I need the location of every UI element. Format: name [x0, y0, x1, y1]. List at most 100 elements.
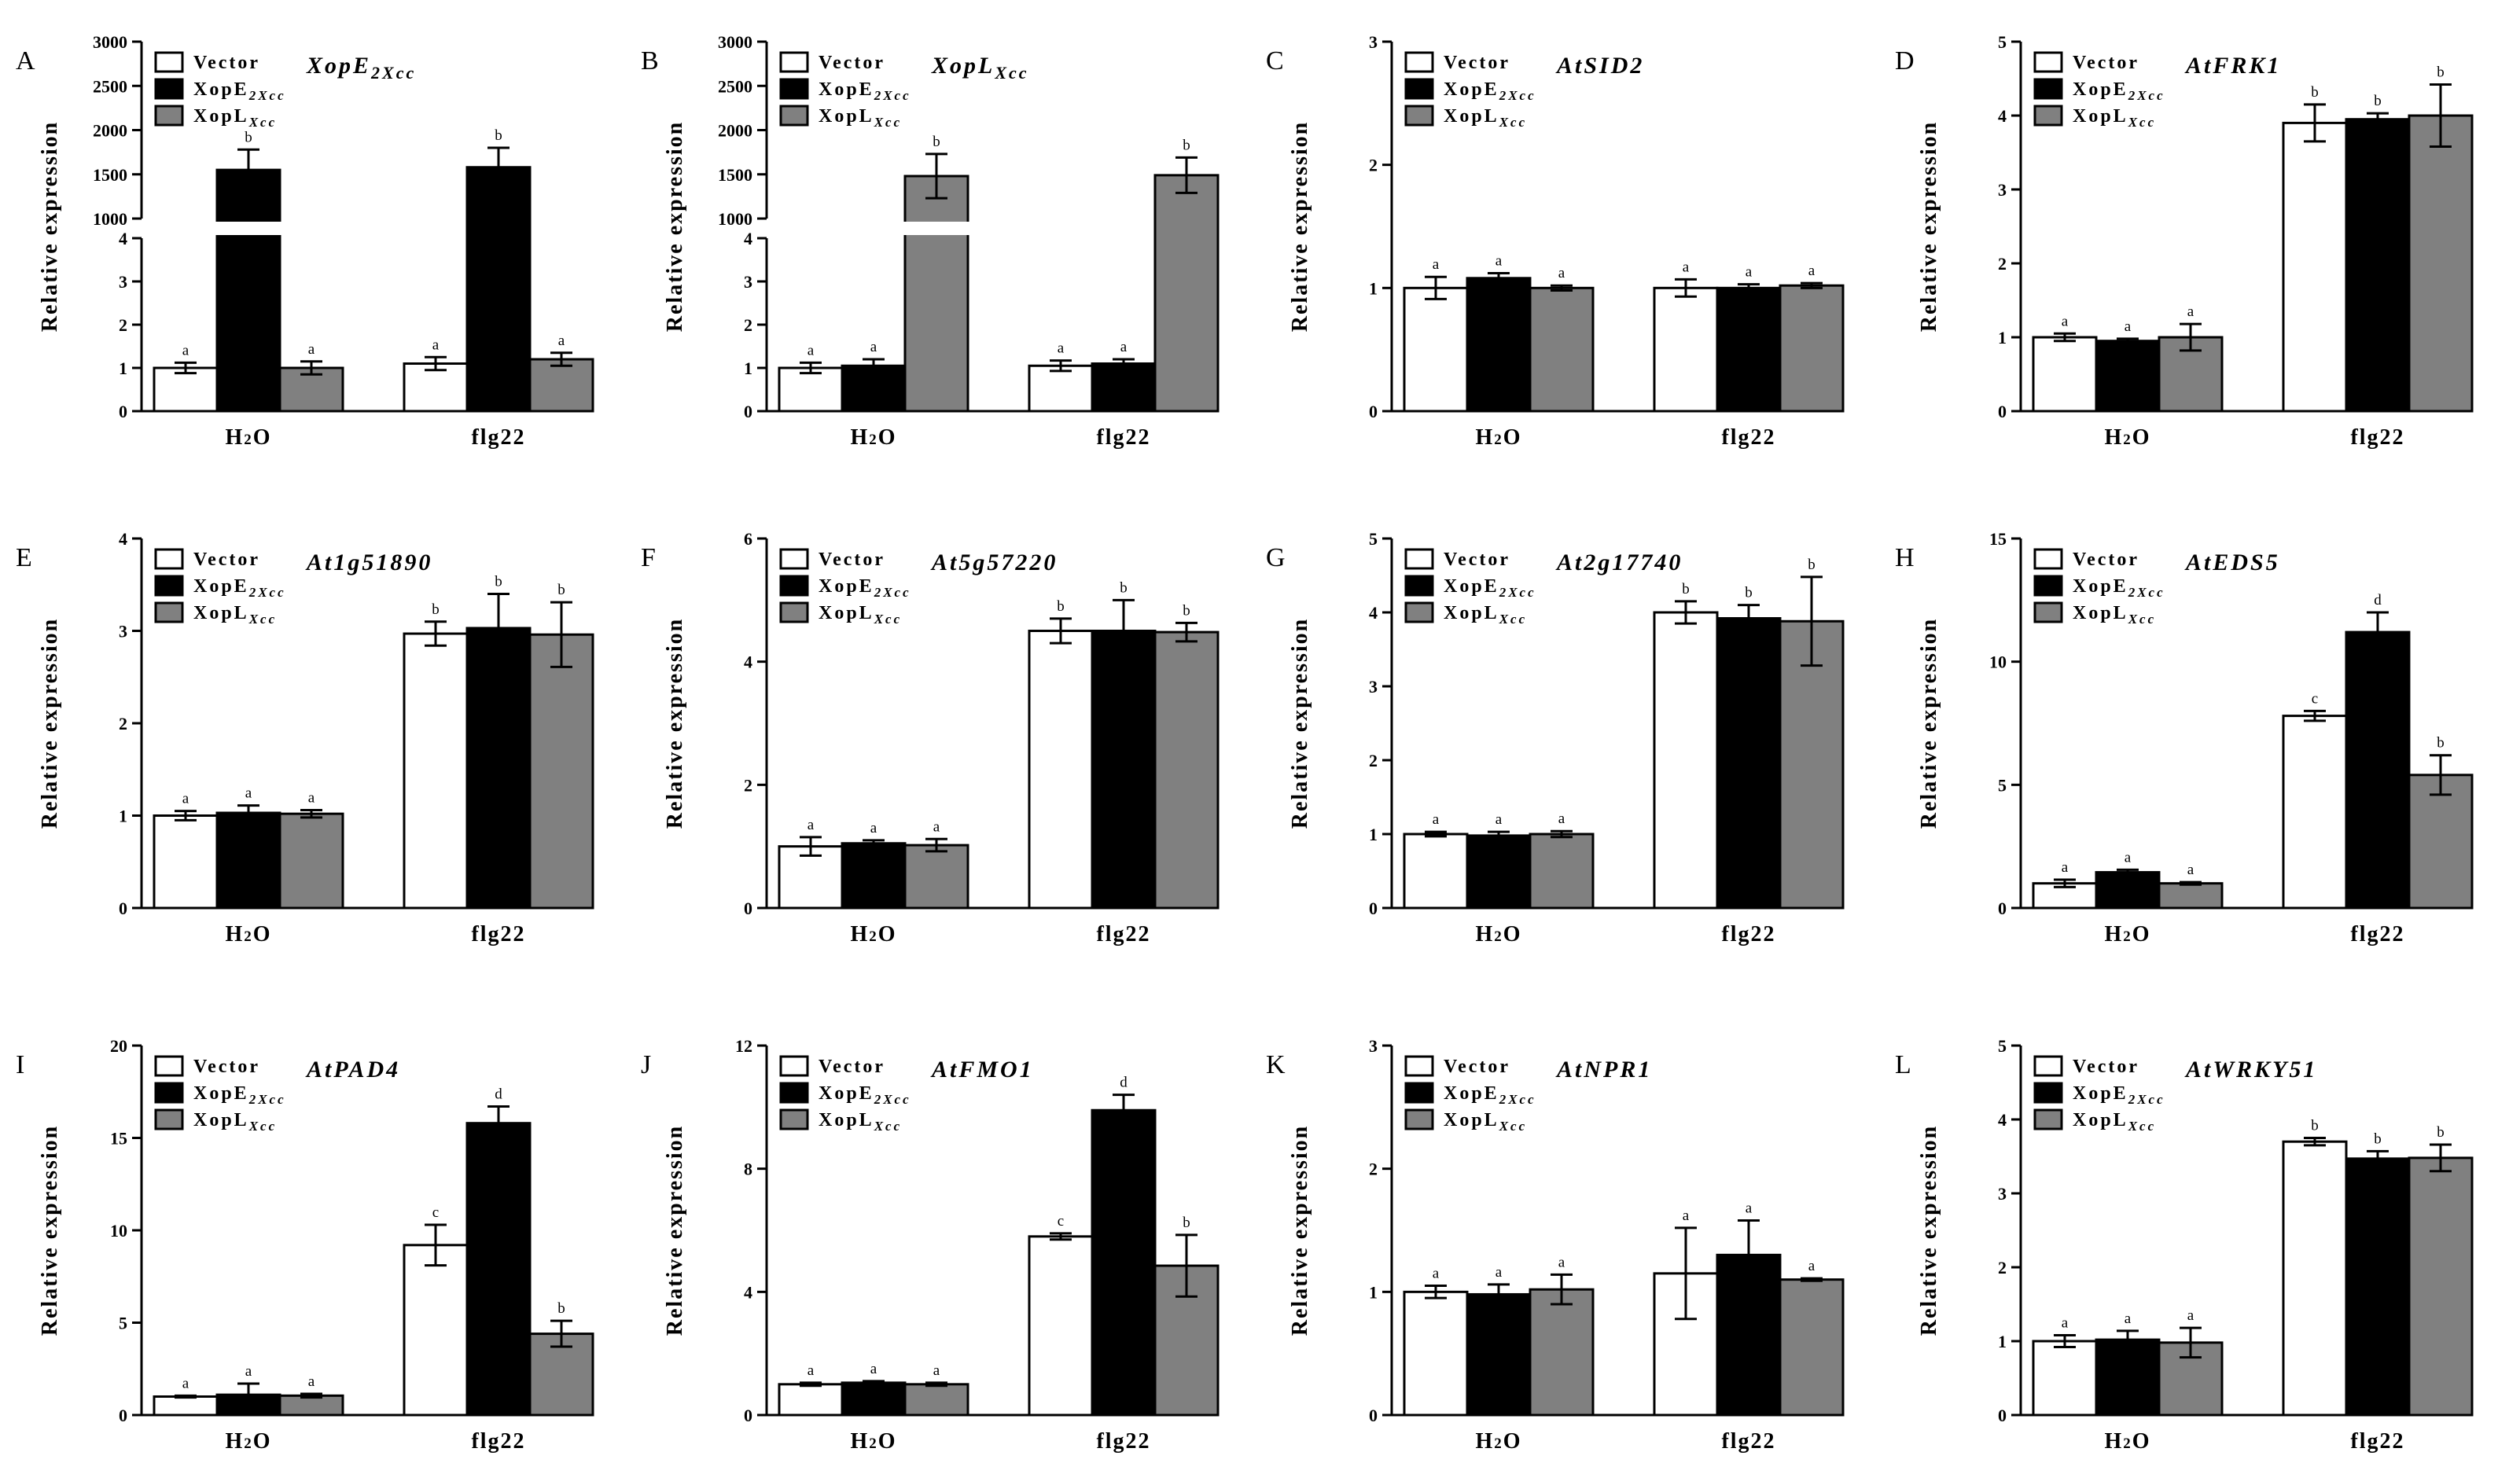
y-tick-label: 15 [110, 1129, 127, 1149]
y-axis-label: Relative expression [1917, 121, 1941, 332]
panel-letter: F [641, 543, 656, 572]
significance-label: a [1433, 1266, 1440, 1282]
panel-letter: C [1266, 46, 1284, 75]
y-tick-label: 3 [1998, 180, 2007, 200]
y-axis-label: Relative expression [1288, 121, 1312, 332]
y-tick-label: 4 [119, 529, 127, 549]
bar-vector-0 [2032, 336, 2098, 413]
category-label-0: H2O [850, 425, 896, 450]
bar-xope2-0 [841, 842, 907, 910]
axis-break-gap [143, 222, 450, 235]
legend-swatch-xopl [2033, 601, 2063, 623]
significance-label: b [2437, 735, 2445, 752]
category-label-0: H2O [225, 425, 271, 450]
legend-label-xopl: XopLXcc [193, 1110, 277, 1134]
legend-label-xope2: XopE2Xcc [819, 79, 911, 103]
y-tick-label: 1 [1369, 825, 1378, 844]
significance-label: b [1183, 602, 1190, 619]
legend-label-vector: Vector [193, 1057, 260, 1077]
category-label-0: H2O [850, 922, 896, 947]
panel-letter: A [16, 46, 35, 75]
y-tick-label: 4 [1369, 603, 1378, 623]
bar-xopl-1 [528, 633, 594, 910]
bar-vector-0 [1403, 286, 1469, 413]
significance-label: b [2437, 64, 2445, 81]
axis-break-gap [768, 222, 1075, 235]
y-tick-label: 2 [119, 714, 127, 733]
legend-label-vector: Vector [2073, 53, 2139, 73]
y-tick-label: 0 [1369, 1406, 1378, 1425]
gene-title: AtSID2 [1555, 53, 1644, 79]
legend-swatch-xope2 [779, 1082, 809, 1104]
legend-label-vector: Vector [2073, 1057, 2139, 1077]
y-tick-label: 4 [1998, 1110, 2007, 1130]
bar-xopl-1 [528, 358, 594, 413]
category-label-1: flg22 [2350, 922, 2404, 947]
bar-xope2-1 [1091, 1108, 1157, 1417]
significance-label: a [1683, 259, 1690, 275]
legend-label-vector: Vector [819, 1057, 885, 1077]
bar-xope2-0 [215, 168, 281, 413]
legend-swatch-xopl [779, 105, 809, 127]
bar-xopl-1 [1779, 1278, 1845, 1417]
gene-title: AtPAD4 [305, 1057, 400, 1083]
y-tick-label: 1 [1369, 1282, 1378, 1302]
bar-vector-1 [1653, 286, 1719, 413]
legend-label-vector: Vector [1444, 1057, 1510, 1077]
significance-label: a [808, 817, 815, 833]
bar-vector-0 [778, 366, 844, 413]
y-tick-label: 3 [119, 622, 127, 641]
legend-swatch-xopl [2033, 1108, 2063, 1130]
legend-swatch-vector [1404, 1055, 1434, 1077]
legend-swatch-xopl [1404, 1108, 1434, 1130]
legend-label-xopl: XopLXcc [193, 603, 277, 627]
legend-label-xope2: XopE2Xcc [193, 1083, 286, 1107]
significance-label: a [2062, 859, 2069, 876]
significance-label: b [1682, 581, 1690, 597]
significance-label: a [1433, 811, 1440, 828]
y-tick-label: 0 [119, 402, 127, 421]
legend-swatch-vector [2033, 548, 2063, 570]
bar-xope2-0 [1466, 834, 1532, 910]
gene-title: AtNPR1 [1555, 1057, 1652, 1083]
bar-xope2-0 [2095, 340, 2161, 413]
significance-label: a [1683, 1208, 1690, 1224]
y-tick-label: 1 [744, 358, 752, 378]
panel-J: J Relative expression 0 4 8 12 a a a H2O c d b flg22 V… [641, 1036, 1220, 1454]
y-tick-label: 2 [744, 775, 752, 795]
bar-xope2-1 [1091, 630, 1157, 910]
significance-label: a [2062, 1314, 2069, 1331]
bar-vector-1 [403, 632, 469, 910]
bar-xope2-1 [2345, 630, 2411, 910]
significance-label: a [308, 789, 315, 806]
bar-xopl-1 [2408, 114, 2474, 413]
category-label-1: flg22 [1721, 1429, 1775, 1454]
legend-label-xopl: XopLXcc [1444, 106, 1527, 130]
significance-label: b [1183, 137, 1190, 153]
significance-label: a [182, 1375, 189, 1391]
panel-K: K Relative expression 0 1 2 3 a a a H2O a a a flg22 Ve… [1266, 1036, 1845, 1454]
category-label-1: flg22 [1721, 922, 1775, 947]
significance-label: c [2312, 690, 2318, 707]
legend-label-vector: Vector [193, 53, 260, 73]
panel-F: F Relative expression 0 2 4 6 a a a H2O b b b flg22 Ve… [641, 529, 1220, 947]
panel-I: I Relative expression 0 5 10 15 20 a a a H2O c d b flg… [16, 1036, 594, 1454]
y-tick-label: 3 [1369, 677, 1378, 697]
legend-label-xopl: XopLXcc [819, 1110, 902, 1134]
bar-xopl-0 [278, 812, 344, 910]
legend-label-xopl: XopLXcc [1444, 603, 1527, 627]
category-label-1: flg22 [471, 922, 525, 947]
significance-label: b [2374, 1130, 2382, 1147]
bar-vector-0 [153, 814, 219, 910]
y-tick-label: 2 [744, 315, 752, 335]
significance-label: a [432, 336, 440, 353]
y-tick-label: 4 [744, 229, 752, 248]
legend-label-xope2: XopE2Xcc [193, 79, 286, 103]
y-tick-label: 5 [1998, 775, 2007, 795]
y-tick-label: 0 [1998, 1406, 2007, 1425]
bar-xope2-0 [2095, 1338, 2161, 1417]
category-label-0: H2O [225, 1429, 271, 1454]
panel-C: C Relative expression 0 1 2 3 a a a H2O a a a flg22 Ve… [1266, 32, 1845, 450]
category-label-1: flg22 [2350, 1429, 2404, 1454]
